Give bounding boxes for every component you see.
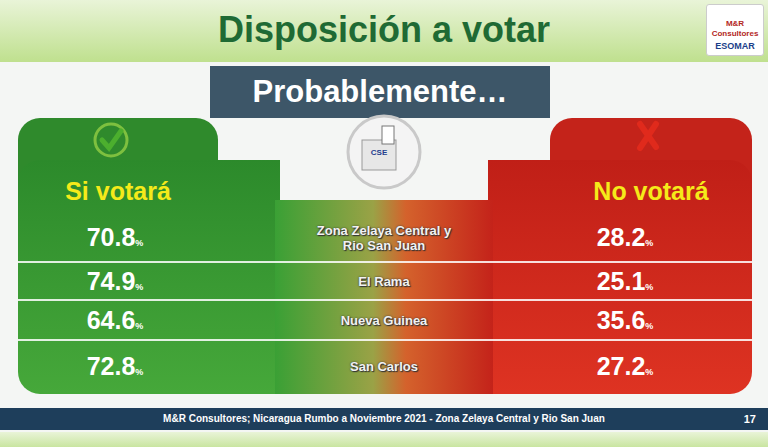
check-mark xyxy=(102,131,121,148)
value-si: 70.8% xyxy=(40,213,190,262)
logo-text: M&R Consultores xyxy=(707,19,763,39)
value-no: 27.2% xyxy=(550,340,700,393)
value-si: 72.8% xyxy=(40,340,190,393)
row-divider xyxy=(18,299,752,301)
bottom-strip xyxy=(0,432,768,447)
header-no: No votará xyxy=(550,175,752,207)
category-label: Nueva Guinea xyxy=(304,300,464,340)
value-no: 35.6% xyxy=(550,300,700,340)
ballot xyxy=(382,126,394,144)
check-circle xyxy=(95,124,127,156)
value-no: 28.2% xyxy=(550,213,700,262)
title: Disposición a votar xyxy=(0,6,768,54)
cse-label: CSE xyxy=(362,148,396,158)
cross-mark xyxy=(640,124,656,148)
subtitle: Probablemente… xyxy=(210,66,550,118)
value-si: 74.9% xyxy=(40,262,190,300)
value-no: 25.1% xyxy=(550,262,700,300)
category-label: Zona Zelaya Central y Rio San Juan xyxy=(304,213,464,262)
logo: M&R Consultores ESOMAR xyxy=(706,4,764,56)
row-divider xyxy=(18,261,752,263)
logo-esomar: ESOMAR xyxy=(707,41,763,51)
cse-circle xyxy=(348,116,420,188)
value-si: 64.6% xyxy=(40,300,190,340)
category-label: San Carlos xyxy=(304,340,464,393)
category-label: El Rama xyxy=(304,262,464,300)
page-number: 17 xyxy=(720,408,756,430)
row-divider xyxy=(18,339,752,341)
footer-text: M&R Consultores; Nicaragua Rumbo a Novie… xyxy=(0,408,768,430)
header-si: Si votará xyxy=(18,175,218,207)
